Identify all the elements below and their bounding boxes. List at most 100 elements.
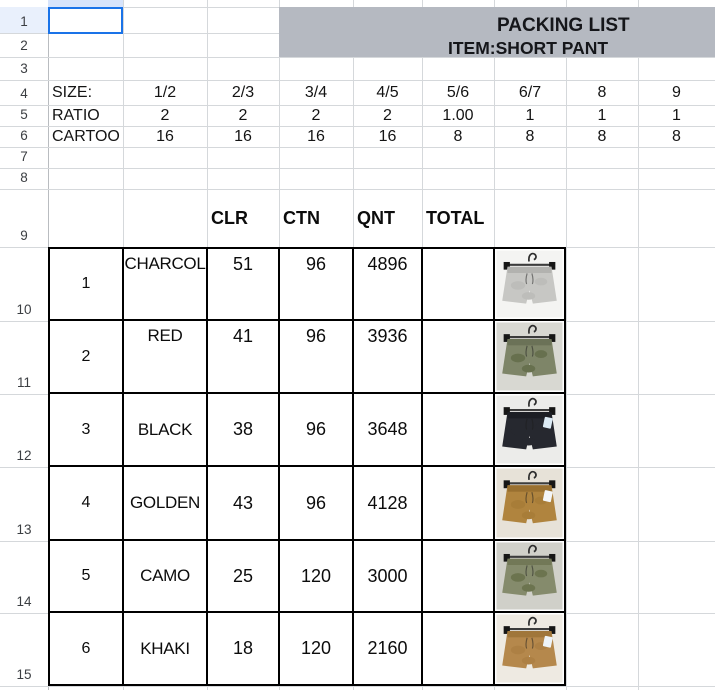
size-cell[interactable]: 8 <box>597 83 607 101</box>
size-label-cell[interactable]: SIZE: <box>52 83 93 101</box>
carton-cell[interactable]: 8 <box>597 127 607 145</box>
ctn-value-cell[interactable]: 96 <box>280 394 354 467</box>
row-header-7[interactable]: 7 <box>20 149 28 164</box>
product-photo-cell[interactable] <box>495 321 564 394</box>
qnt-value-cell[interactable]: 4896 <box>354 249 423 321</box>
ctn-value-cell[interactable]: 96 <box>280 467 354 541</box>
size-cell[interactable]: 4/5 <box>376 83 399 101</box>
banner-subtitle: ITEM:SHORT PANT <box>448 38 609 58</box>
total-value-cell[interactable] <box>423 541 495 613</box>
qnt-value-cell[interactable]: 4128 <box>354 467 423 541</box>
qnt-value-cell[interactable]: 2160 <box>354 613 423 684</box>
product-photo-cell[interactable] <box>495 467 564 541</box>
carton-cell[interactable]: 16 <box>307 127 325 145</box>
row-header-6[interactable]: 6 <box>20 128 28 143</box>
size-cell[interactable]: 2/3 <box>231 83 255 101</box>
packing-list-banner[interactable]: PACKING LIST ITEM:SHORT PANT <box>279 7 715 58</box>
carton-cell[interactable]: 16 <box>234 127 252 145</box>
ratio-cell[interactable]: 1 <box>525 106 535 124</box>
qnt-value-cell[interactable]: 3648 <box>354 394 423 467</box>
item-number-cell[interactable]: 3 <box>50 394 124 467</box>
clr-value-cell[interactable]: 25 <box>208 541 280 613</box>
hanger-hook-icon <box>528 252 537 262</box>
shorts-photo-icon <box>496 250 563 318</box>
column-header-ctn[interactable]: CTN <box>283 207 320 228</box>
total-value-cell[interactable] <box>423 394 495 467</box>
carton-cell[interactable]: 16 <box>156 127 174 145</box>
ratio-cell[interactable]: 1 <box>672 106 681 124</box>
ctn-value-cell[interactable]: 120 <box>280 613 354 684</box>
ctn-value-cell[interactable]: 120 <box>280 541 354 613</box>
product-photo-cell[interactable] <box>495 249 564 321</box>
carton-cell[interactable]: 8 <box>525 127 535 145</box>
column-header-clr[interactable]: CLR <box>211 207 248 228</box>
color-name-cell[interactable]: GOLDEN <box>124 467 208 541</box>
color-name-cell[interactable]: CAMO <box>124 541 208 613</box>
row-header-12[interactable]: 12 <box>16 448 32 463</box>
item-number-cell[interactable]: 1 <box>50 249 124 321</box>
item-number-cell[interactable]: 2 <box>50 321 124 394</box>
ratio-label-cell[interactable]: RATIO <box>52 106 100 124</box>
row-header-9[interactable]: 9 <box>20 228 28 243</box>
product-photo-cell[interactable] <box>495 541 564 613</box>
clr-value-cell[interactable]: 43 <box>208 467 280 541</box>
size-cell[interactable]: 5/6 <box>446 83 470 101</box>
qnt-value-cell[interactable]: 3000 <box>354 541 423 613</box>
color-name-cell[interactable]: RED <box>124 321 208 394</box>
ctn-value-cell[interactable]: 96 <box>280 321 354 394</box>
column-header-highlight[interactable] <box>48 0 123 7</box>
product-photo-cell[interactable] <box>495 613 564 684</box>
ratio-cell[interactable]: 2 <box>311 106 321 124</box>
size-cell[interactable]: 3/4 <box>304 83 328 101</box>
carton-cell[interactable]: 8 <box>453 127 463 145</box>
ratio-cell[interactable]: 1.00 <box>442 106 474 124</box>
ratio-cell[interactable]: 2 <box>238 106 248 124</box>
size-cell[interactable]: 1/2 <box>153 83 177 101</box>
selected-cell-a1[interactable] <box>48 7 123 34</box>
carton-cell[interactable]: 8 <box>672 127 681 145</box>
clr-value-cell[interactable]: 41 <box>208 321 280 394</box>
row-header-14[interactable]: 14 <box>16 594 32 609</box>
clr-value-cell[interactable]: 38 <box>208 394 280 467</box>
shorts-photo-icon <box>496 395 563 464</box>
ratio-cell[interactable]: 2 <box>383 106 392 124</box>
carton-cell[interactable]: 16 <box>378 127 397 145</box>
clr-value-cell[interactable]: 18 <box>208 613 280 684</box>
total-value-cell[interactable] <box>423 249 495 321</box>
total-value-cell[interactable] <box>423 613 495 684</box>
item-number-cell[interactable]: 6 <box>50 613 124 684</box>
column-header-qnt[interactable]: QNT <box>357 207 395 228</box>
row-header-15[interactable]: 15 <box>16 667 32 682</box>
row-header-10[interactable]: 10 <box>16 302 32 317</box>
qnt-value-cell[interactable]: 3936 <box>354 321 423 394</box>
ctn-value-cell[interactable]: 96 <box>280 249 354 321</box>
row-header-3[interactable]: 3 <box>20 61 28 76</box>
shorts-photo-icon <box>496 542 563 610</box>
row-header-13[interactable]: 13 <box>16 522 32 537</box>
total-value-cell[interactable] <box>423 467 495 541</box>
item-number-cell[interactable]: 4 <box>50 467 124 541</box>
row-header-4[interactable]: 4 <box>20 86 28 101</box>
total-value-cell[interactable] <box>423 321 495 394</box>
row-header-2[interactable]: 2 <box>20 38 28 53</box>
column-header-total[interactable]: TOTAL <box>426 207 485 228</box>
carton-label-cell[interactable]: CARTOO <box>52 127 120 145</box>
row-header-5[interactable]: 5 <box>20 107 28 122</box>
product-photo-cell[interactable] <box>495 394 564 467</box>
row-header-8[interactable]: 8 <box>20 170 28 185</box>
grid-line <box>0 147 715 148</box>
grid-line <box>0 126 715 127</box>
grid-line <box>0 105 715 106</box>
row-header-11[interactable]: 11 <box>16 375 31 390</box>
size-cell[interactable]: 6/7 <box>518 83 542 101</box>
size-cell[interactable]: 9 <box>672 83 681 101</box>
grid-line <box>0 80 715 81</box>
ratio-cell[interactable]: 2 <box>160 106 170 124</box>
item-number-cell[interactable]: 5 <box>50 541 124 613</box>
color-name-cell[interactable]: BLACK <box>124 394 208 467</box>
clr-value-cell[interactable]: 51 <box>208 249 280 321</box>
ratio-cell[interactable]: 1 <box>597 106 607 124</box>
color-name-cell[interactable]: CHARCOL <box>124 249 208 321</box>
row-header-1[interactable]: 1 <box>0 7 48 33</box>
color-name-cell[interactable]: KHAKI <box>124 613 208 684</box>
